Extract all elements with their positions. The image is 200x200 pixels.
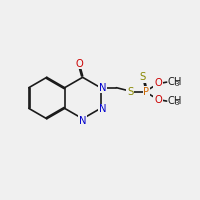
- Text: N: N: [99, 104, 107, 114]
- Text: 3: 3: [174, 100, 179, 106]
- Text: N: N: [79, 116, 86, 126]
- Text: S: S: [140, 72, 146, 82]
- Text: CH: CH: [168, 96, 182, 106]
- Text: S: S: [127, 87, 133, 97]
- Text: O: O: [76, 59, 84, 69]
- Text: O: O: [154, 95, 162, 105]
- Text: O: O: [154, 78, 162, 88]
- Text: 3: 3: [174, 81, 179, 87]
- Text: CH: CH: [168, 77, 182, 87]
- Text: P: P: [143, 87, 149, 97]
- Text: N: N: [99, 83, 107, 93]
